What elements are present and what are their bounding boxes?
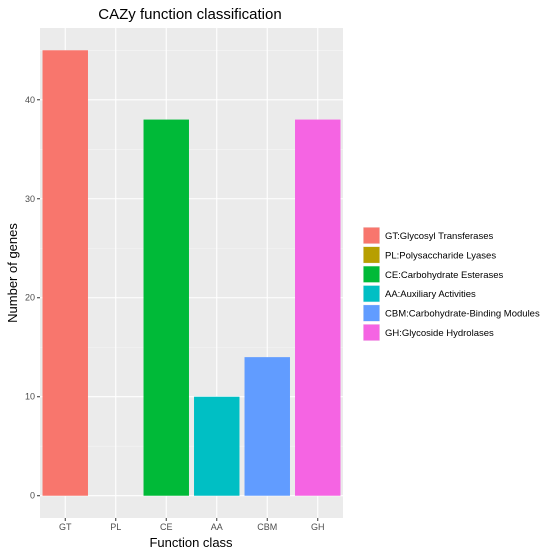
legend-swatch xyxy=(363,305,380,322)
x-tick-label: PL xyxy=(110,522,121,532)
y-tick-label: 0 xyxy=(30,491,35,501)
y-tick-label: 30 xyxy=(25,194,35,204)
legend-swatch xyxy=(363,227,380,244)
bar-aa xyxy=(194,396,240,496)
bar-gh xyxy=(295,119,341,496)
y-tick-label: 20 xyxy=(25,293,35,303)
x-axis-title: Function class xyxy=(149,535,233,550)
legend-label: CE:Carbohydrate Esterases xyxy=(385,270,504,281)
x-tick-label: CE xyxy=(160,522,173,532)
plot-panel xyxy=(40,28,343,518)
x-tick-label: CBM xyxy=(257,522,277,532)
legend: GT:Glycosyl Transferases PL:Polysaccharid… xyxy=(363,227,540,341)
bars-layer xyxy=(42,50,341,496)
chart-title: CAZy function classification xyxy=(98,6,281,23)
y-tick-label: 10 xyxy=(25,392,35,402)
legend-label: AA:Auxiliary Activities xyxy=(385,289,476,300)
y-axis-title: Number of genes xyxy=(5,223,20,323)
legend-swatch xyxy=(363,324,380,341)
x-axis: GT PL CE AA CBM GH xyxy=(59,518,325,532)
bar-ce xyxy=(143,119,189,496)
y-axis: 0 10 20 30 40 xyxy=(25,95,40,501)
x-tick-label: AA xyxy=(211,522,223,532)
x-tick-label: GH xyxy=(311,522,325,532)
bar-cbm xyxy=(244,357,290,496)
legend-swatch xyxy=(363,266,380,283)
legend-label: CBM:Carbohydrate-Binding Modules xyxy=(385,309,540,320)
legend-swatch xyxy=(363,246,380,263)
bar-gt xyxy=(42,50,88,496)
legend-label: GT:Glycosyl Transferases xyxy=(385,231,493,242)
x-tick-label: GT xyxy=(59,522,72,532)
legend-label: PL:Polysaccharide Lyases xyxy=(385,250,496,261)
legend-label: GH:Glycoside Hydrolases xyxy=(385,328,494,339)
y-tick-label: 40 xyxy=(25,95,35,105)
legend-swatch xyxy=(363,285,380,302)
